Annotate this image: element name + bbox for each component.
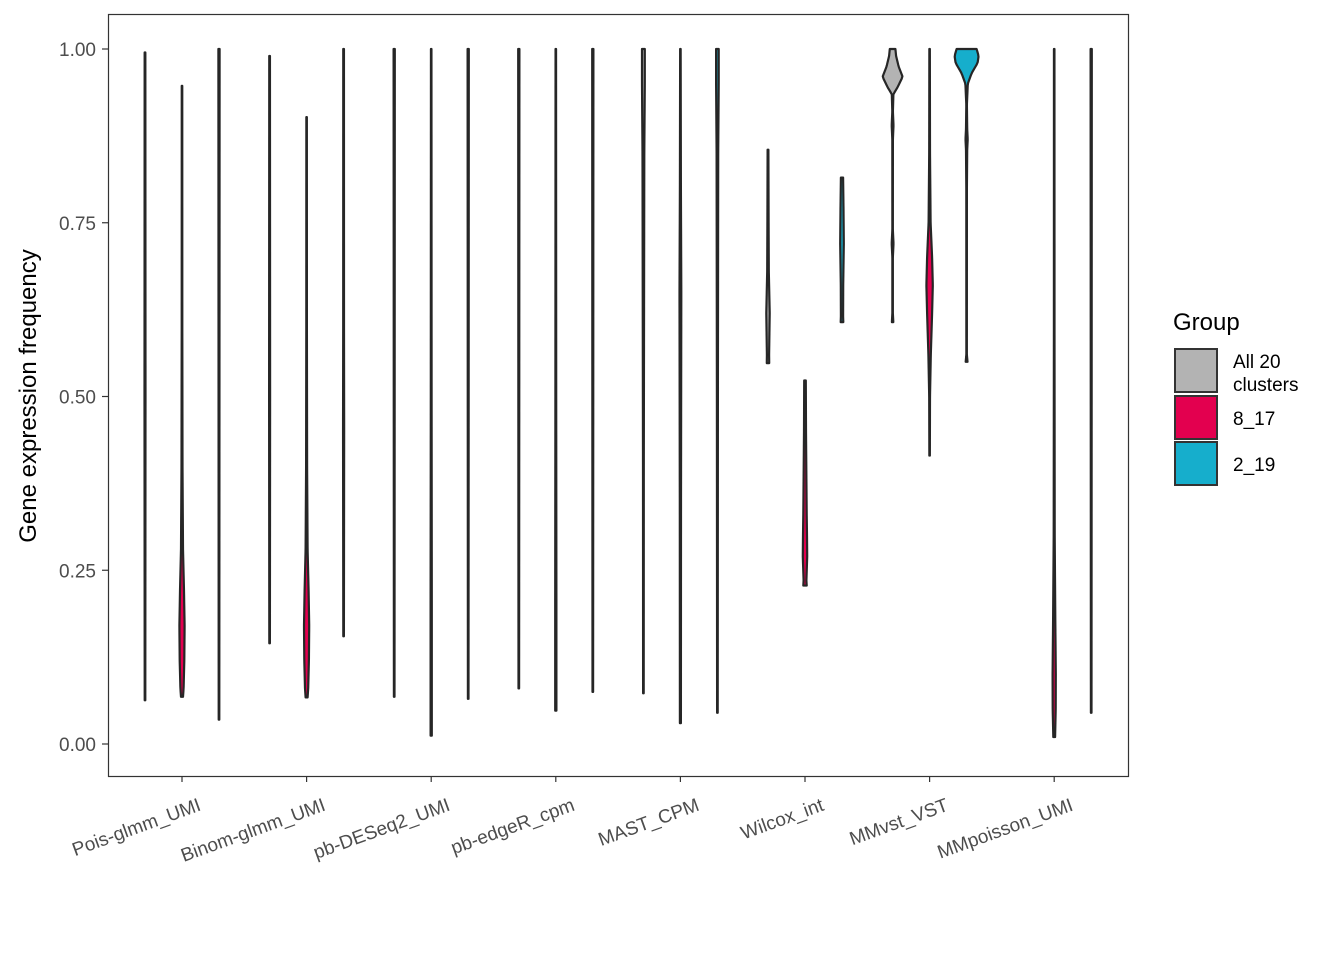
violin-5-1 [801, 379, 809, 587]
y-tick-label: 1.00 [59, 40, 96, 61]
violin-5-2 [839, 176, 845, 324]
legend-key [1174, 348, 1218, 393]
legend-title: Group [1173, 309, 1240, 336]
y-tick-label: 0.00 [59, 735, 96, 756]
violin-6-1 [925, 47, 934, 457]
violin-4-2 [715, 47, 720, 714]
violin-3-0 [517, 47, 521, 690]
violin-3-2 [591, 47, 595, 693]
legend-key [1174, 395, 1218, 440]
y-tick-label: 0.25 [59, 561, 96, 582]
violin-3-1 [554, 47, 558, 712]
legend-label: 8_17 [1233, 409, 1275, 430]
legend-label: 2_19 [1233, 455, 1275, 476]
legend-label: All 20 [1233, 352, 1281, 373]
violin-7-1 [1051, 47, 1057, 739]
violin-2-1 [429, 47, 433, 737]
violin-2-2 [466, 47, 470, 700]
y-axis-label: Gene expression frequency [15, 249, 42, 543]
violin-2-0 [392, 47, 396, 698]
violin-1-0 [268, 54, 272, 645]
violin-4-1 [678, 47, 683, 725]
violin-1-1 [302, 116, 311, 699]
violin-0-1 [178, 84, 186, 698]
y-tick-label: 0.75 [59, 214, 96, 235]
violin-6-0 [881, 47, 904, 324]
violin-0-2 [217, 47, 221, 721]
violin-6-2 [953, 47, 980, 363]
violin-7-2 [1089, 47, 1093, 714]
violin-1-2 [341, 47, 346, 638]
violin-5-0 [765, 148, 771, 365]
plot-panel-border [107, 13, 1130, 778]
legend-key [1174, 441, 1218, 486]
violin-4-0 [640, 47, 646, 695]
y-tick-label: 0.50 [59, 388, 96, 409]
violin-layer [143, 47, 1093, 739]
violin-0-0 [143, 51, 147, 702]
y-axis: 0.00 0.25 0.50 0.75 1.00 [59, 40, 108, 756]
legend-label: clusters [1233, 375, 1298, 396]
